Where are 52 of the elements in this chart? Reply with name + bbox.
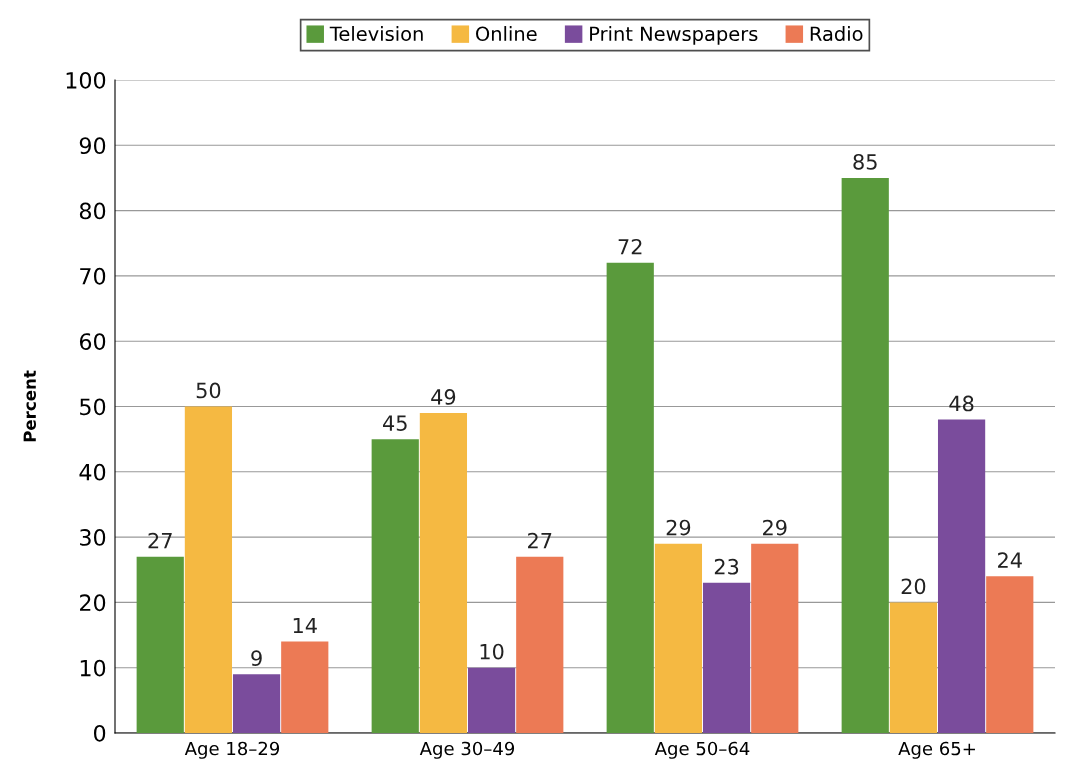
y-tick-label: 50 xyxy=(80,398,106,416)
data-label: 24 xyxy=(998,552,1022,568)
data-label: 10 xyxy=(480,643,504,660)
data-label: 50 xyxy=(196,382,221,399)
y-tick-label: 70 xyxy=(80,267,106,285)
y-tick-label: 40 xyxy=(79,463,106,481)
y-axis-title: Percent xyxy=(23,370,37,442)
bar xyxy=(136,556,184,733)
bar xyxy=(281,641,329,733)
x-tick-label: Age 30–49 xyxy=(419,741,515,759)
data-label: 49 xyxy=(431,389,456,405)
x-tick-label: Age 50–64 xyxy=(654,741,750,759)
y-tick-label: 30 xyxy=(80,529,106,546)
data-label: 27 xyxy=(528,532,552,549)
bar xyxy=(937,419,986,733)
bar xyxy=(184,406,233,733)
data-label: 72 xyxy=(618,238,642,255)
bar xyxy=(467,667,516,733)
data-label: 20 xyxy=(901,578,926,595)
data-label: 23 xyxy=(714,558,739,575)
bar xyxy=(841,177,889,733)
data-label: 45 xyxy=(383,415,407,431)
bar xyxy=(702,582,751,733)
data-label: 29 xyxy=(763,519,787,536)
bar xyxy=(986,576,1034,733)
y-tick-label: 10 xyxy=(80,659,106,677)
y-tick-label: 20 xyxy=(80,594,106,612)
bar xyxy=(516,556,564,733)
legend-label: Television xyxy=(329,26,423,42)
y-tick-label: 100 xyxy=(66,71,106,89)
y-tick-label: 80 xyxy=(79,202,106,220)
y-tick-label: 90 xyxy=(79,137,106,155)
data-label: 48 xyxy=(949,395,974,412)
bar xyxy=(889,602,938,733)
bar xyxy=(606,262,654,733)
y-tick-label: 0 xyxy=(93,724,106,742)
data-label: 29 xyxy=(666,519,691,536)
y-tick-label: 60 xyxy=(79,333,106,350)
bar xyxy=(371,439,419,733)
x-tick-label: Age 18–29 xyxy=(184,741,280,759)
legend-label: Radio xyxy=(810,26,863,42)
data-label: 27 xyxy=(148,532,172,549)
x-tick-label: Age 65+ xyxy=(898,741,975,759)
data-label: 85 xyxy=(853,153,877,170)
bar xyxy=(232,674,281,733)
bar xyxy=(751,543,799,733)
legend-label: Online xyxy=(476,26,537,42)
bar xyxy=(419,413,468,733)
legend-label: Print Newspapers xyxy=(590,26,758,45)
bar xyxy=(654,543,703,733)
data-label: 14 xyxy=(293,617,317,634)
data-label: 9 xyxy=(251,650,262,667)
